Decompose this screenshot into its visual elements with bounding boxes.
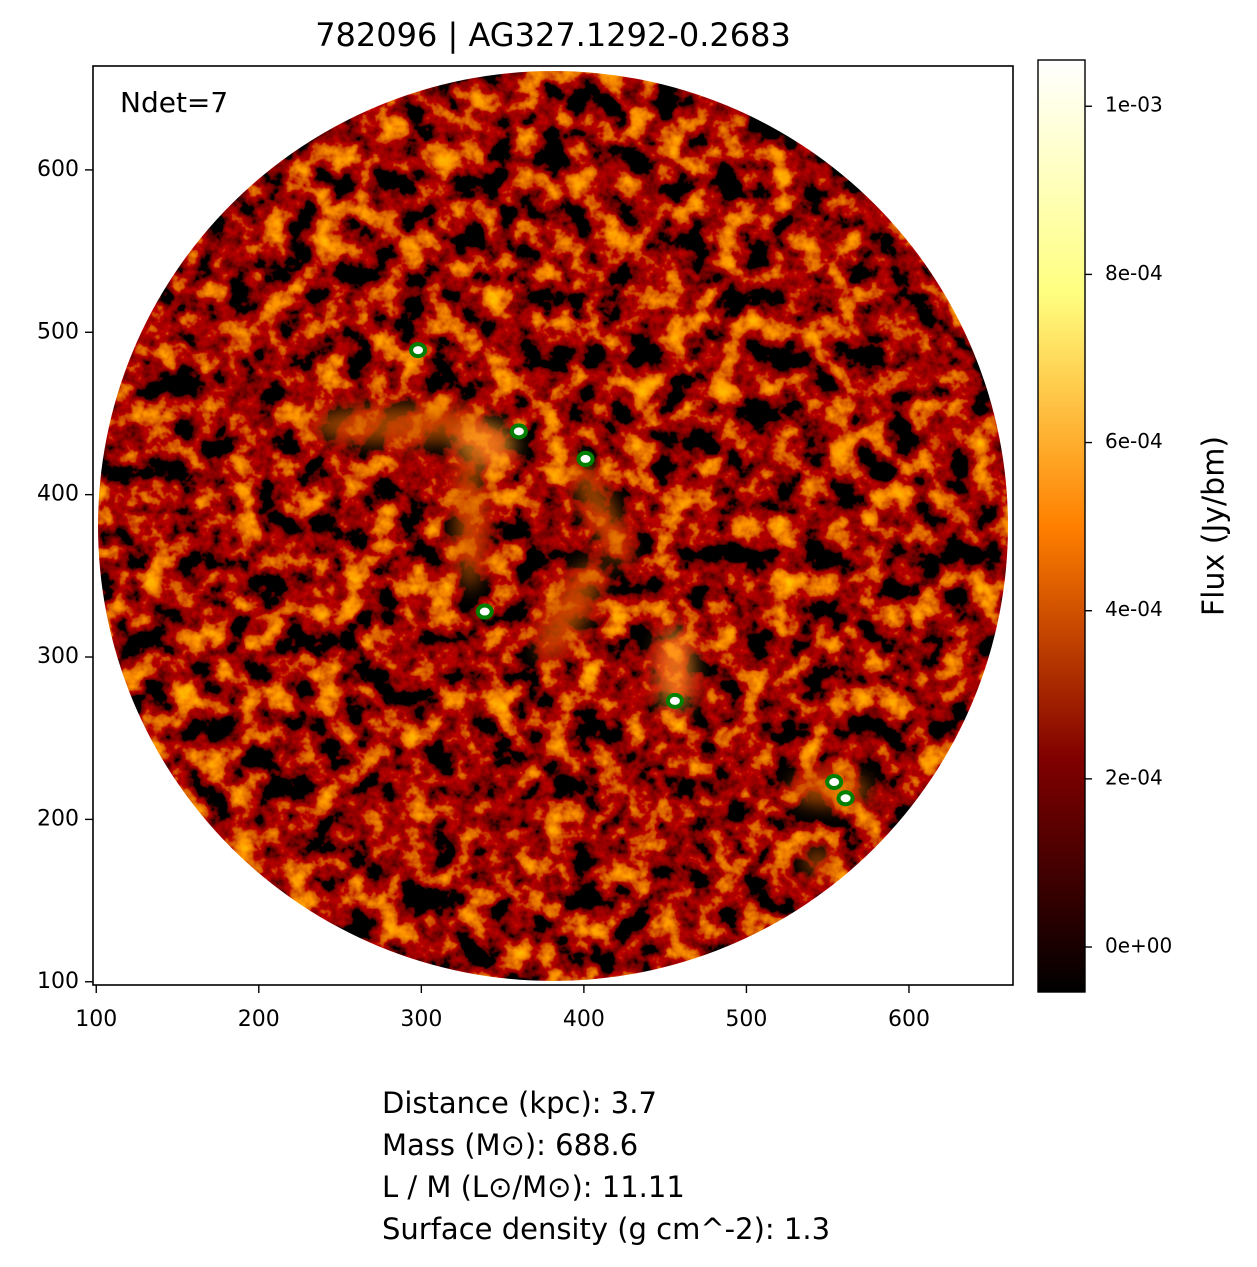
detection [475,603,494,620]
colorbar-label: Flux (Jy/bm) [1197,436,1232,616]
detection-ring [576,450,595,467]
detection-ring [825,774,844,791]
detection-ring [475,603,494,620]
colorbar-tick-label: 1e-03 [1105,93,1163,117]
colorbar-tick-label: 6e-04 [1105,429,1163,453]
x-tick-label: 500 [725,1007,767,1032]
annotation: Ndet=7 [120,86,228,119]
x-tick-label: 200 [238,1007,280,1032]
detection [576,450,595,467]
image [98,71,1008,981]
info-line: Distance (kpc): 3.7 [382,1086,657,1120]
detection-ring [509,423,528,440]
info-line: L / M (L⊙/M⊙): 11.11 [382,1170,685,1204]
colorbar-tick-label: 2e-04 [1105,765,1163,789]
y-tick-label: 300 [37,644,79,669]
info-line: Surface density (g cm^-2): 1.3 [382,1212,830,1246]
detection [836,790,855,807]
detection-ring [409,342,428,359]
y-tick-label: 100 [37,969,79,994]
detection-ring [665,692,684,709]
plot-frame [92,65,1014,986]
x-tick-label: 400 [563,1007,605,1032]
x-tick-label: 300 [400,1007,442,1032]
y-tick-label: 600 [37,157,79,182]
detection [409,342,428,359]
detection [509,423,528,440]
colorbar-tick-label: 8e-04 [1105,261,1163,285]
colorbar-tick-label: 4e-04 [1105,597,1163,621]
x-tick-label: 600 [888,1007,930,1032]
y-tick-label: 500 [37,319,79,344]
detection [665,692,684,709]
colorbar [1037,59,1086,993]
chart-title: 782096 | AG327.1292-0.2683 [315,16,791,54]
x-tick-label: 100 [75,1007,117,1032]
detection-ring [836,790,855,807]
info-line: Mass (M⊙): 688.6 [382,1128,638,1162]
y-tick-label: 200 [37,806,79,831]
colorbar-tick-label: 0e+00 [1105,934,1172,958]
detection [825,774,844,791]
y-tick-label: 400 [37,482,79,507]
